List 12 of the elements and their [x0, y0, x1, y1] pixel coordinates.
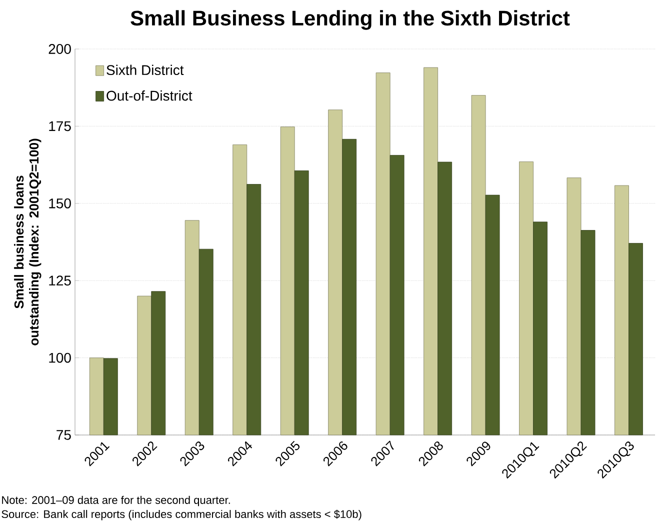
- chart-title: Small Business Lending in the Sixth District: [130, 10, 570, 30]
- source-note: Source: Bank call reports (includes commercial banks with assets < $10b): [2, 510, 362, 520]
- y-tick-label: 200: [48, 44, 71, 54]
- y-tick-label: 125: [49, 276, 71, 286]
- text: Note: 2001–09 data are for the second quarter.: [2, 496, 230, 506]
- legend-label: Out-of-District: [106, 90, 192, 101]
- y-tick-label: 175: [49, 121, 71, 132]
- y-tick-label: 150: [49, 198, 71, 208]
- y-tick-label: 75: [56, 430, 71, 440]
- legend-label: Sixth District: [106, 64, 184, 76]
- y-tick-label: 100: [49, 352, 71, 363]
- y-axis-title: Small business loans outstanding (Index: 2001Q2=100): [14, 138, 42, 346]
